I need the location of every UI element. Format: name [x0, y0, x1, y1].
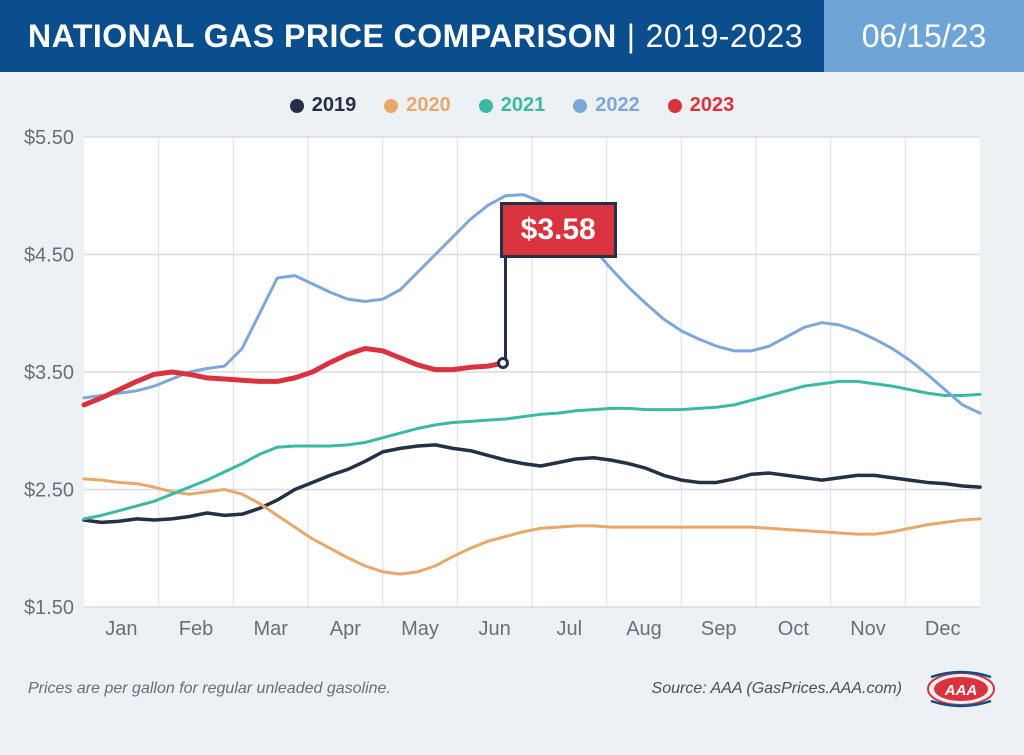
svg-text:AAA: AAA [944, 682, 978, 699]
footer: Prices are per gallon for regular unlead… [0, 657, 1024, 709]
svg-text:Jul: Jul [557, 618, 583, 640]
header-title: NATIONAL GAS PRICE COMPARISON | 2019-202… [0, 0, 824, 72]
title-separator: | [627, 18, 636, 55]
legend-label: 2021 [501, 94, 546, 117]
svg-text:Jun: Jun [479, 618, 511, 640]
legend-dot-icon [668, 99, 682, 113]
legend-dot-icon [384, 99, 398, 113]
svg-text:Dec: Dec [925, 618, 961, 640]
svg-text:Sep: Sep [701, 618, 737, 640]
header-bar: NATIONAL GAS PRICE COMPARISON | 2019-202… [0, 0, 1024, 72]
svg-text:$5.50: $5.50 [24, 127, 74, 149]
svg-text:$4.50: $4.50 [24, 245, 74, 267]
callout-pole [504, 258, 507, 363]
legend-dot-icon [573, 99, 587, 113]
chart-container: $1.50 $2.50 $3.50 $4.50 $5.50 Jan Feb Mar Apr May… [24, 127, 1000, 657]
legend-item: 2023 [668, 94, 735, 117]
legend-label: 2020 [406, 94, 451, 117]
callout-dot-icon [497, 357, 509, 369]
title-years: 2019-2023 [646, 18, 804, 55]
legend-item: 2022 [573, 94, 640, 117]
svg-text:May: May [401, 618, 439, 640]
legend-dot-icon [479, 99, 493, 113]
title-main: NATIONAL GAS PRICE COMPARISON [28, 18, 617, 55]
svg-text:Aug: Aug [626, 618, 662, 640]
svg-text:Nov: Nov [850, 618, 886, 640]
footer-note: Prices are per gallon for regular unlead… [28, 680, 391, 698]
svg-text:Mar: Mar [253, 618, 288, 640]
footer-source: Source: AAA (GasPrices.AAA.com) [652, 680, 902, 698]
legend: 2019 2020 2021 2022 2023 [0, 72, 1024, 127]
svg-text:Apr: Apr [330, 618, 361, 640]
svg-text:$1.50: $1.50 [24, 597, 74, 619]
svg-text:Feb: Feb [179, 618, 213, 640]
legend-item: 2020 [384, 94, 451, 117]
callout-value: $3.58 [500, 202, 617, 258]
legend-item: 2021 [479, 94, 546, 117]
legend-item: 2019 [290, 94, 357, 117]
svg-text:$2.50: $2.50 [24, 480, 74, 502]
legend-label: 2019 [312, 94, 357, 117]
svg-text:Jan: Jan [105, 618, 137, 640]
header-date: 06/15/23 [824, 0, 1024, 72]
svg-text:$3.50: $3.50 [24, 362, 74, 384]
legend-label: 2022 [595, 94, 640, 117]
legend-label: 2023 [690, 94, 735, 117]
legend-dot-icon [290, 99, 304, 113]
svg-text:Oct: Oct [778, 618, 810, 640]
aaa-logo-icon: AAA [926, 669, 996, 709]
